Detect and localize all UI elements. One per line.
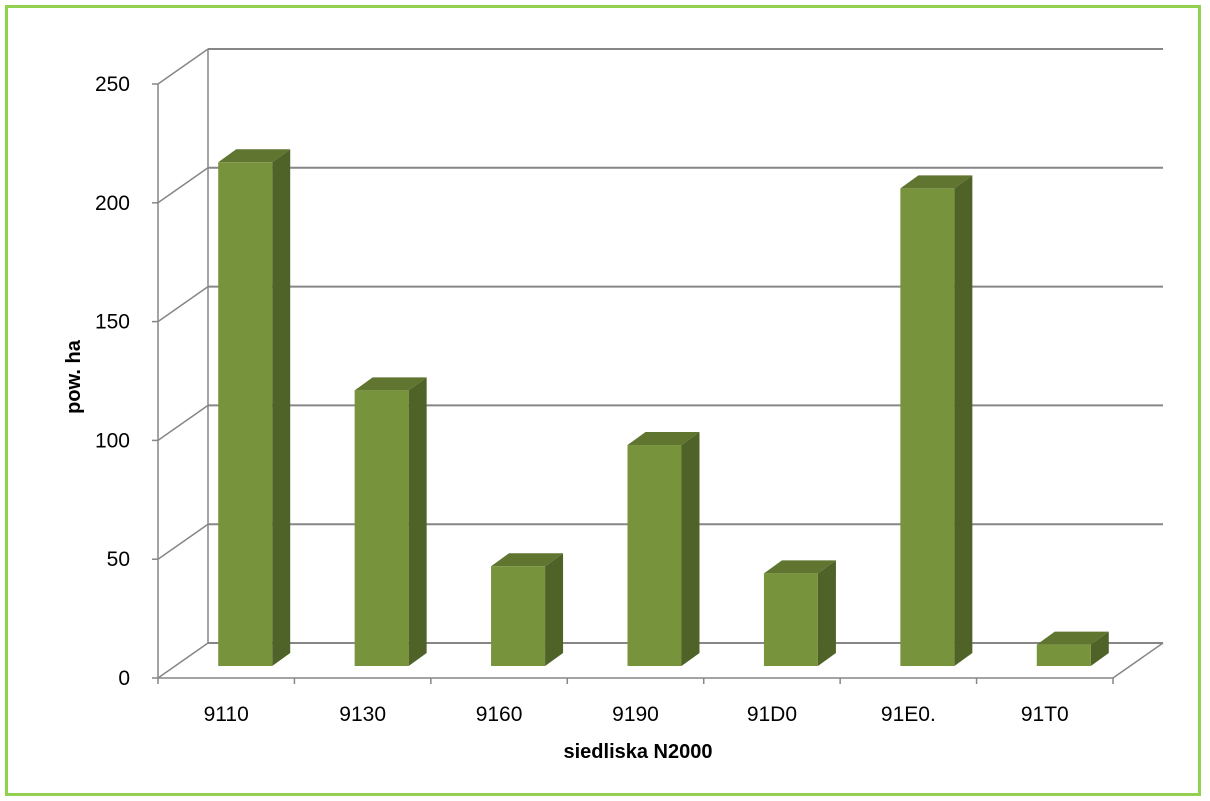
bar-front-face — [354, 390, 409, 666]
bar-9160 — [491, 553, 564, 666]
gridline-side — [157, 642, 209, 679]
chart-frame — [5, 5, 1201, 796]
bar-top-face — [627, 432, 700, 446]
gridline-side — [157, 285, 209, 323]
bar-front-face — [900, 188, 955, 666]
bar-9110 — [218, 149, 291, 667]
x-tick-label: 91T0 — [1021, 703, 1069, 726]
bar-front-face — [627, 445, 682, 666]
bar-9190 — [627, 432, 700, 666]
bar-top-face — [218, 149, 291, 163]
y-axis-title: pow. ha — [63, 339, 85, 414]
bar-9130 — [354, 377, 427, 666]
bar-top-face — [900, 175, 973, 189]
x-tick-label: 9130 — [339, 703, 386, 726]
bar-front-face — [763, 573, 818, 666]
y-tick-label: 200 — [95, 192, 130, 215]
y-tick-label: 0 — [118, 667, 130, 690]
bar-side-face — [545, 553, 564, 666]
bar-91E0. — [900, 175, 973, 666]
y-tick-label: 100 — [95, 429, 130, 452]
bar-side-face — [954, 175, 973, 666]
bar-front-face — [1036, 644, 1091, 666]
x-tick-label: 9160 — [476, 703, 523, 726]
bar-91D0 — [763, 560, 836, 666]
bar-top-face — [763, 560, 836, 574]
x-tick-label: 9110 — [204, 703, 249, 726]
bar-side-face — [681, 432, 700, 666]
bar-top-face — [1036, 631, 1109, 645]
labels-layer: 0 50 100 150 200 250 9110 9130 9160 9190 91D0 91E0.… — [95, 73, 1069, 726]
y-tick-label: 150 — [95, 311, 130, 334]
bar-side-face — [817, 560, 836, 666]
y-tick-label: 50 — [107, 548, 130, 571]
bar-side-face — [272, 149, 291, 667]
bar-front-face — [491, 566, 546, 666]
bar-side-face — [408, 377, 427, 666]
gridline-side — [157, 404, 209, 442]
x-axis-title: siedliska N2000 — [564, 741, 713, 763]
gridline-side — [157, 167, 209, 204]
bar-top-face — [354, 377, 427, 391]
bar-side-face — [1090, 631, 1109, 666]
gridline-side — [157, 523, 209, 560]
bar-91T0 — [1036, 631, 1109, 666]
bar-front-face — [218, 162, 273, 666]
x-tick-label: 91D0 — [747, 703, 797, 726]
y-tick-label: 250 — [95, 73, 130, 96]
floor-right-edge — [1112, 642, 1164, 679]
bar-top-face — [491, 553, 564, 567]
bars-layer — [218, 149, 1109, 667]
x-tick-label: 9190 — [612, 703, 659, 726]
x-tick-label: 91E0. — [881, 703, 936, 726]
gridline-side — [157, 48, 209, 85]
